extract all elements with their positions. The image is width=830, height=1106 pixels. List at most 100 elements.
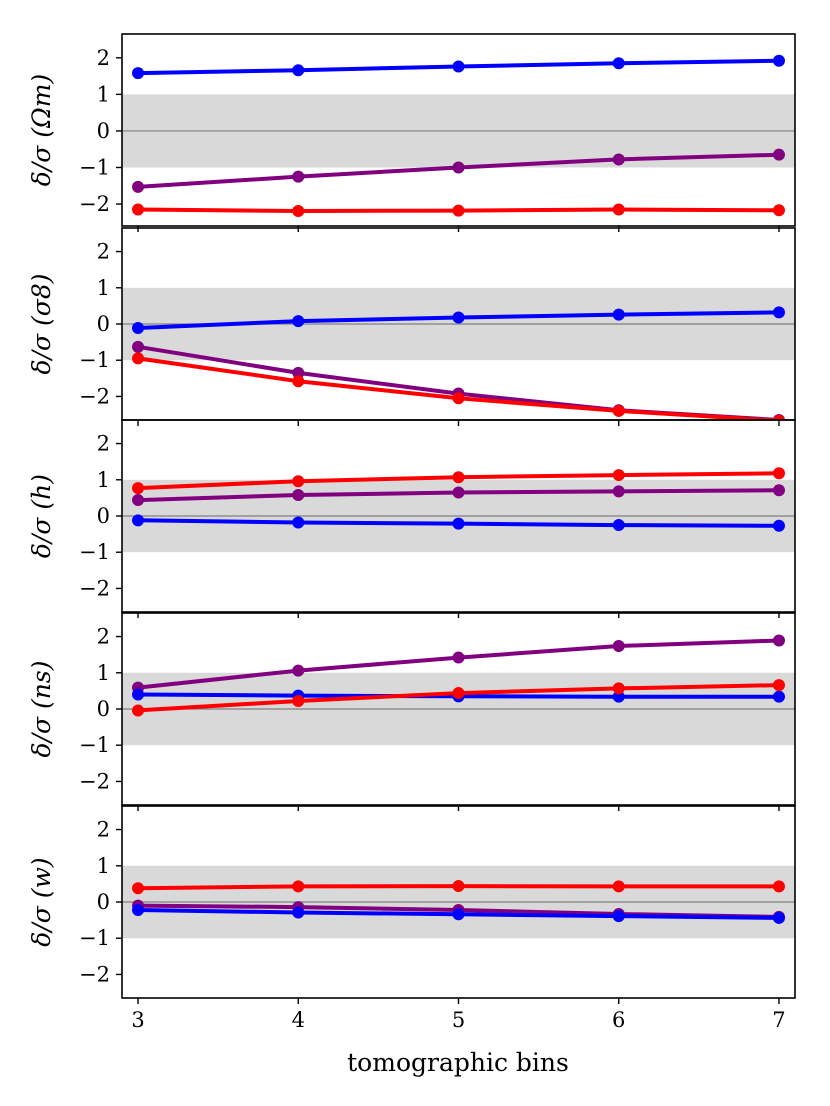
data-point: [772, 484, 785, 497]
data-point: [132, 688, 145, 701]
data-point: [452, 392, 465, 405]
data-point: [772, 54, 785, 67]
data-point: [452, 517, 465, 530]
y-tick-label: 0: [97, 697, 110, 721]
data-point: [612, 690, 625, 703]
data-point: [452, 471, 465, 484]
data-point: [612, 57, 625, 70]
data-point: [132, 203, 145, 216]
data-point: [292, 64, 305, 77]
data-group: [132, 880, 785, 924]
data-point: [612, 308, 625, 321]
data-point: [132, 514, 145, 527]
data-point: [292, 366, 305, 379]
data-point: [612, 485, 625, 498]
data-point: [292, 375, 305, 388]
y-tick-label: −1: [79, 155, 110, 179]
data-point: [132, 494, 145, 507]
data-point: [292, 475, 305, 488]
data-point: [132, 882, 145, 895]
data-point: [612, 519, 625, 532]
y-tick-label: 1: [97, 468, 110, 492]
data-group: [132, 54, 785, 218]
data-point: [452, 204, 465, 217]
y-tick-label: −1: [79, 926, 110, 950]
data-point: [132, 321, 145, 334]
data-point: [772, 634, 785, 647]
y-tick-label: −2: [79, 192, 110, 216]
data-point: [452, 880, 465, 893]
y-tick-label: 2: [97, 432, 110, 456]
data-point: [612, 639, 625, 652]
data-point: [772, 911, 785, 924]
data-point: [132, 482, 145, 495]
x-tick-label: 5: [452, 1008, 465, 1032]
x-tick-label: 6: [612, 1008, 625, 1032]
data-point: [452, 486, 465, 499]
y-tick-label: −2: [79, 769, 110, 793]
x-axis-label: tomographic bins: [347, 1048, 569, 1077]
data-group: [132, 306, 785, 420]
data-group: [132, 634, 785, 717]
data-point: [452, 311, 465, 324]
data-point: [292, 170, 305, 183]
y-tick-label: −1: [79, 348, 110, 372]
data-point: [292, 205, 305, 218]
data-point: [132, 67, 145, 80]
data-point: [132, 180, 145, 193]
y-axis-label: δ/σ (σ8): [27, 274, 56, 375]
data-point: [612, 404, 625, 417]
panel-5: 2 1 0 −1 −2 3 4 5 6 7 δ/σ (w): [27, 805, 796, 1032]
panel-1: 2 1 0 −1 −2 δ/σ (Ωm): [27, 33, 796, 232]
y-tick-label: 0: [97, 312, 110, 336]
data-point: [772, 306, 785, 319]
y-tick-label: 0: [97, 119, 110, 143]
data-point: [292, 695, 305, 708]
y-tick-label: 1: [97, 661, 110, 685]
data-point: [772, 880, 785, 893]
data-point: [292, 488, 305, 501]
y-tick-label: 0: [97, 890, 110, 914]
data-point: [612, 682, 625, 695]
data-point: [612, 203, 625, 216]
data-point: [292, 516, 305, 529]
x-tick-label: 7: [772, 1008, 785, 1032]
data-point: [452, 651, 465, 664]
data-point: [452, 687, 465, 700]
data-point: [292, 880, 305, 893]
data-group: [132, 467, 785, 532]
data-point: [772, 679, 785, 692]
data-point: [772, 690, 785, 703]
y-tick-label: 2: [97, 625, 110, 649]
y-tick-label: 2: [97, 818, 110, 842]
data-point: [132, 340, 145, 353]
y-axis-label: δ/σ (w): [27, 857, 56, 946]
data-point: [452, 908, 465, 921]
data-point: [292, 315, 305, 328]
data-point: [132, 352, 145, 365]
y-tick-label: 2: [97, 46, 110, 70]
x-tick-label: 4: [292, 1008, 305, 1032]
y-tick-label: 2: [97, 240, 110, 264]
y-tick-label: −2: [79, 384, 110, 408]
data-point: [612, 910, 625, 923]
data-point: [452, 60, 465, 73]
data-point: [773, 414, 785, 420]
y-tick-label: 1: [97, 854, 110, 878]
data-point: [612, 469, 625, 482]
y-axis-label: δ/σ (Ωm): [27, 74, 56, 186]
y-tick-label: −1: [79, 733, 110, 757]
panel-3: 2 1 0 −1 −2 δ/σ (h): [27, 419, 796, 618]
data-point: [612, 880, 625, 893]
data-point: [772, 467, 785, 480]
y-tick-label: 1: [97, 82, 110, 106]
data-point: [772, 148, 785, 161]
data-point: [132, 704, 145, 717]
data-point: [292, 664, 305, 677]
y-tick-label: 1: [97, 276, 110, 300]
y-tick-label: −2: [79, 962, 110, 986]
x-tick-label: 3: [131, 1008, 144, 1032]
data-point: [772, 204, 785, 217]
y-tick-label: 0: [97, 504, 110, 528]
